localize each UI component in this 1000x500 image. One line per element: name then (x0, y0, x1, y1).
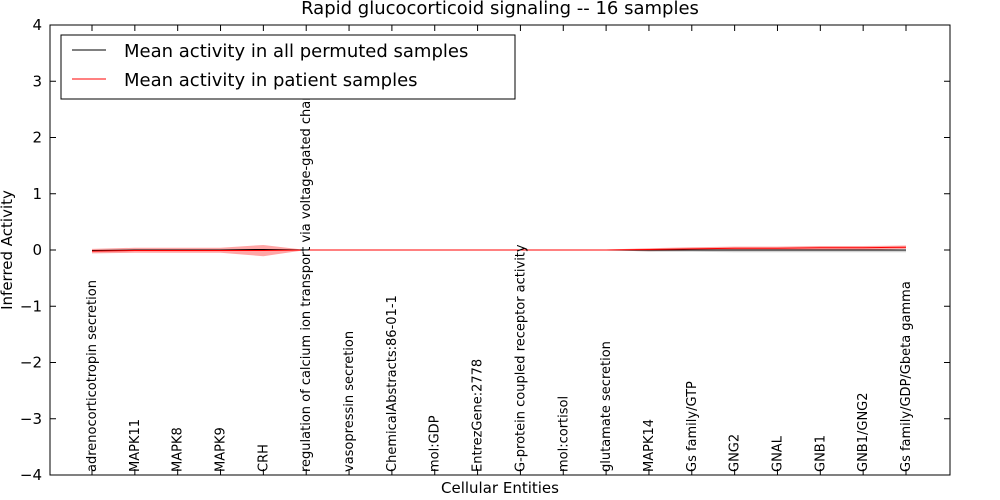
x-tick-label: adrenocorticotropin secretion (85, 280, 100, 472)
y-axis-title: Inferred Activity (0, 190, 16, 310)
x-tick-label: GNB1 (813, 435, 828, 472)
y-tick-label: −1 (20, 297, 42, 315)
x-tick-label: EntrezGene:2778 (471, 359, 486, 472)
x-axis-title: Cellular Entities (441, 479, 559, 497)
x-tick-label: glutamate secretion (599, 341, 614, 472)
patient-spread-band (92, 244, 906, 257)
x-tick-label: MAPK8 (171, 427, 186, 472)
x-tick-label: MAPK14 (642, 419, 657, 472)
y-tick-label: 0 (32, 241, 42, 259)
x-tick-label: G-protein coupled receptor activity (513, 244, 528, 472)
y-tick-label: 3 (32, 72, 42, 90)
y-tick-label: 4 (32, 16, 42, 34)
x-tick-label: GNG2 (728, 434, 743, 472)
x-tick-label: GNAL (770, 435, 785, 472)
x-tick-label: MAPK9 (214, 427, 229, 472)
y-tick-label: 1 (32, 185, 42, 203)
series-line-patient (91, 246, 907, 252)
x-tick-label: CRH (256, 444, 271, 472)
x-tick-label: vasopressin secretion (342, 331, 357, 472)
x-tick-label: Gs family/GDP/Gbeta gamma (899, 281, 914, 472)
x-tick-label: MAPK11 (128, 419, 143, 472)
legend-label-permuted: Mean activity in all permuted samples (124, 41, 468, 62)
y-tick-label: −4 (20, 466, 42, 484)
x-tick-label: mol:cortisol (556, 396, 571, 472)
legend: Mean activity in all permuted samples Me… (60, 34, 516, 100)
x-axis: adrenocorticotropin secretion MAPK11 MAPK8… (85, 25, 914, 475)
chart-title: Rapid glucocorticoid signaling -- 16 sam… (301, 0, 699, 19)
y-tick-label: −3 (20, 410, 42, 428)
y-tick-label: −2 (20, 354, 42, 372)
x-tick-label: GNB1/GNG2 (856, 392, 871, 472)
plot-area (91, 244, 907, 257)
y-tick-label: 2 (32, 129, 42, 147)
y-axis: 4 3 2 1 0 −1 −2 −3 −4 (20, 16, 950, 484)
x-tick-label: Gs family/GTP (685, 381, 700, 472)
x-tick-label: mol:GDP (428, 415, 443, 472)
x-tick-label: regulation of calcium ion transport via … (299, 73, 314, 472)
legend-label-patient: Mean activity in patient samples (124, 70, 418, 91)
x-tick-label: ChemicalAbstracts:86-01-1 (385, 295, 400, 472)
legend-box (60, 34, 516, 100)
